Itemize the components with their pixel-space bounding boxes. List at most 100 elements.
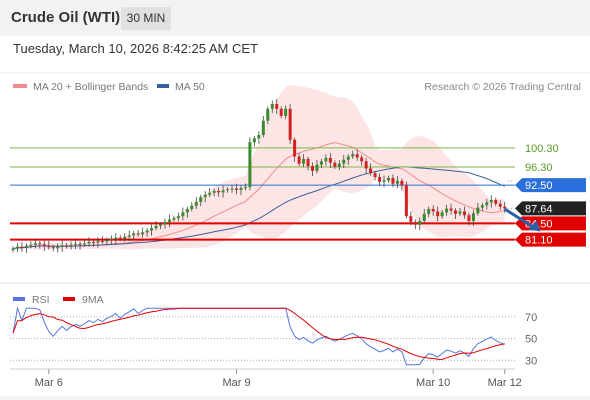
rsi-9ma-line: [12, 307, 505, 361]
candle-body: [65, 245, 69, 247]
candle-body: [386, 178, 390, 181]
legend-ma50-swatch: [157, 84, 169, 88]
candle-body: [235, 188, 238, 190]
level-label-92.50: 92.50: [525, 180, 553, 192]
x-tick-label: Mar 9: [222, 377, 250, 389]
last-price-tag: [515, 201, 586, 216]
candle-body: [136, 233, 140, 235]
level-tag-92.50: [515, 178, 586, 193]
candle-body: [221, 190, 225, 193]
candle-body: [199, 197, 203, 202]
candle-body: [498, 203, 502, 207]
x-axis: Mar 6 Mar 9 Mar 10 Mar 12: [35, 369, 522, 389]
candle-body: [24, 245, 28, 248]
candle-body: [427, 209, 431, 214]
candle-body: [15, 246, 19, 249]
candle-body: [342, 159, 346, 164]
candle-body: [91, 241, 95, 243]
candle-body: [471, 213, 475, 221]
candle-body: [333, 162, 337, 167]
candle-body: [436, 211, 440, 217]
candle-body: [270, 104, 274, 109]
candle-body: [467, 215, 471, 221]
candle-body: [114, 237, 118, 240]
candle-body: [503, 206, 507, 209]
candle-body: [105, 240, 109, 242]
candle-body: [203, 194, 207, 198]
candle-body: [159, 224, 163, 226]
candle-body: [141, 232, 145, 235]
candle-body: [38, 243, 42, 245]
candle-body: [476, 207, 480, 214]
candle-body: [29, 244, 33, 246]
candle-body: [150, 228, 154, 231]
candle-body: [382, 180, 386, 182]
candle-body: [391, 178, 395, 184]
rsi-series-layer: 70 50 30: [10, 306, 537, 367]
candle-body: [33, 243, 37, 245]
candle-body: [449, 208, 453, 211]
candle-body: [275, 104, 279, 109]
projection-arrow-head: [528, 220, 541, 232]
chart-bottom-edge: [0, 396, 590, 400]
candle-body: [243, 187, 247, 189]
candle-body: [480, 205, 484, 208]
candle-body: [194, 201, 198, 206]
candle-body: [413, 221, 417, 225]
rsi-level-label-30: 30: [525, 355, 537, 367]
candle-body: [355, 154, 359, 158]
legend-ma20-label: MA 20 + Bollinger Bands: [33, 81, 148, 93]
candle-body: [132, 233, 136, 236]
candle-body: [284, 108, 288, 116]
candle-body: [252, 138, 256, 143]
candle-body: [96, 241, 100, 243]
candle-body: [418, 220, 422, 225]
projection-arrow-line: [503, 207, 537, 230]
x-tick-label: Mar 10: [416, 377, 450, 389]
candle-body: [369, 168, 373, 174]
candle-body: [458, 211, 462, 214]
candle-body: [324, 157, 328, 162]
candle-body: [11, 248, 15, 251]
candle-body: [279, 108, 283, 116]
candle-body: [181, 212, 185, 217]
candle-body: [163, 221, 167, 225]
candle-body: [248, 142, 252, 188]
legend-rsi-swatch: [13, 297, 25, 301]
x-tick-label: Mar 12: [488, 377, 522, 389]
legend-ma50-label: MA 50: [175, 81, 205, 93]
candle-body: [346, 156, 350, 160]
level-tag-81.10: [515, 232, 586, 247]
candle-body: [288, 108, 292, 140]
candle-body: [185, 209, 189, 213]
chart-header: Crude Oil (WTI) 30 MIN: [0, 0, 590, 36]
candle-body: [293, 139, 297, 157]
legend-9ma-label: 9MA: [82, 294, 104, 306]
candle-body: [400, 180, 404, 186]
candle-body: [42, 244, 46, 246]
candle-body: [409, 216, 413, 222]
chart-datetime: Tuesday, March 10, 2026 8:42:25 AM CET: [13, 41, 258, 56]
candle-body: [485, 202, 489, 206]
candle-body: [51, 247, 55, 249]
candle-body: [302, 158, 306, 164]
candle-body: [404, 185, 408, 217]
candle-body: [373, 173, 377, 178]
candle-body: [378, 177, 382, 182]
level-label-81.10: 81.10: [525, 235, 553, 247]
candle-body: [239, 188, 243, 190]
legend-9ma-swatch: [63, 297, 75, 301]
candle-body: [351, 154, 355, 157]
candle-body: [83, 243, 87, 245]
x-tick-label: Mar 6: [35, 377, 63, 389]
ma50-line: [12, 166, 505, 250]
interval-button[interactable]: 30 MIN: [121, 7, 171, 30]
candle-body: [319, 161, 323, 165]
candle-body: [310, 166, 314, 171]
level-label-96.30: 96.30: [525, 162, 553, 174]
candle-body: [489, 199, 493, 203]
candle-body: [431, 209, 435, 212]
candle-body: [145, 230, 149, 233]
candle-body: [208, 192, 212, 195]
